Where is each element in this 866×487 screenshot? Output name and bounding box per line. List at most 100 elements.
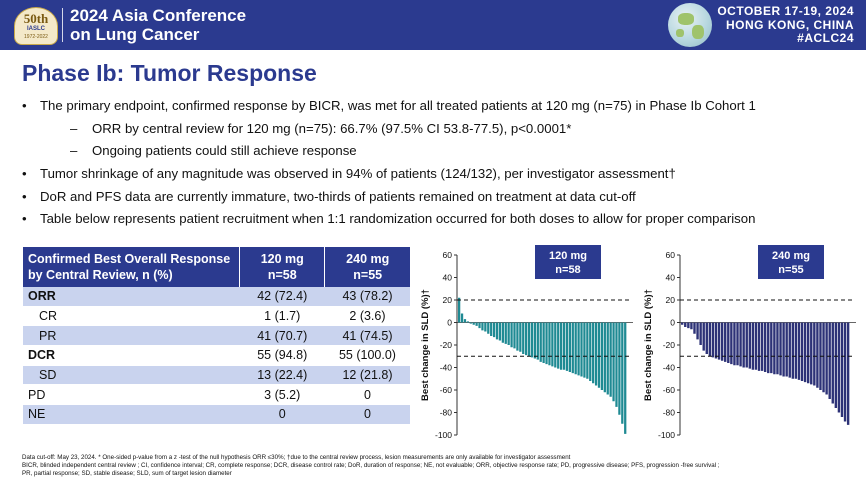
y-tick-label: 20 <box>443 295 453 305</box>
waterfall-bar <box>481 322 484 331</box>
waterfall-bar <box>592 322 595 384</box>
y-tick-label: -60 <box>663 385 676 395</box>
logo-anniversary-text: 50th <box>23 11 49 26</box>
waterfall-bar <box>568 322 571 372</box>
header-text: 120 mg <box>260 252 304 266</box>
waterfall-bar <box>600 322 604 390</box>
table-header-cell: 240 mg n=55 <box>324 247 410 287</box>
waterfall-bar <box>711 322 715 358</box>
y-tick-label: 60 <box>666 250 676 260</box>
cell-120mg: 55 (94.8) <box>239 345 325 366</box>
waterfall-bar <box>831 322 834 404</box>
table-row: SD 13 (22.4) 12 (21.8) <box>23 365 410 386</box>
conference-hashtag: #ACLC24 <box>797 31 854 45</box>
header-text: Confirmed Best Overall Response <box>28 252 231 266</box>
cell-240mg: 0 <box>324 384 410 406</box>
table-header-cell: Confirmed Best Overall Response by Centr… <box>23 247 241 287</box>
bullet-dot-icon: • <box>22 98 27 113</box>
cell-120mg: 41 (70.7) <box>239 325 325 347</box>
waterfall-bar <box>621 322 624 424</box>
waterfall-bar <box>603 322 606 393</box>
waterfall-bar <box>594 322 598 386</box>
waterfall-bar <box>458 297 461 323</box>
waterfall-bar <box>705 322 708 354</box>
waterfall-bar <box>487 322 490 334</box>
y-tick-label: 20 <box>666 295 676 305</box>
conference-date: OCTOBER 17-19, 2024 <box>717 4 854 18</box>
chart-title: 240 mg <box>772 250 810 262</box>
response-table: Confirmed Best Overall Response by Centr… <box>23 247 410 425</box>
table-row: PR 41 (70.7) 41 (74.5) <box>23 325 410 347</box>
y-tick-label: 60 <box>443 250 453 260</box>
y-tick-label: -100 <box>658 430 675 440</box>
y-tick-label: 40 <box>666 273 676 283</box>
waterfall-bar <box>551 322 554 367</box>
waterfall-bar <box>586 322 589 379</box>
bullet-dot-icon: • <box>22 166 27 181</box>
waterfall-bar <box>498 322 502 341</box>
waterfall-bar <box>825 322 828 395</box>
waterfall-bar <box>589 322 592 381</box>
header-text: n=58 <box>267 268 297 282</box>
waterfall-bar <box>800 322 804 381</box>
waterfall-bar <box>782 322 785 377</box>
waterfall-bar <box>522 322 525 354</box>
y-tick-label: -80 <box>440 408 453 418</box>
cell-120mg: 3 (5.2) <box>239 384 325 406</box>
bullet-dot-icon: • <box>22 211 27 226</box>
waterfall-bar <box>702 322 705 351</box>
waterfall-bar <box>495 322 499 340</box>
waterfall-bar <box>530 322 534 358</box>
table-row: CR 1 (1.7) 2 (3.6) <box>23 306 410 327</box>
waterfall-bar <box>542 322 545 363</box>
waterfall-bar <box>730 322 733 365</box>
row-label: CR <box>23 306 240 327</box>
waterfall-bar <box>492 322 496 338</box>
y-tick-label: -80 <box>663 408 676 418</box>
conference-dates-block: OCTOBER 17-19, 2024 HONG KONG, CHINA #AC… <box>704 4 854 46</box>
waterfall-bar <box>580 322 583 377</box>
dash-icon: – <box>70 143 78 158</box>
waterfall-bar <box>813 322 816 386</box>
waterfall-bar <box>559 322 563 370</box>
waterfall-bar <box>472 322 475 325</box>
waterfall-bar <box>466 321 470 323</box>
waterfall-bar <box>565 322 569 371</box>
y-tick-label: -40 <box>663 363 676 373</box>
cell-240mg: 41 (74.5) <box>324 325 410 347</box>
waterfall-bar <box>757 322 761 371</box>
footnotes: Data cut-off: May 23, 2024. * One-sided … <box>22 454 862 478</box>
chart-title: 120 mg <box>549 250 587 262</box>
waterfall-bar <box>533 322 537 359</box>
waterfall-bar <box>510 322 513 348</box>
waterfall-bar <box>577 322 580 376</box>
row-label: ORR <box>23 287 240 307</box>
waterfall-bar <box>727 322 730 363</box>
waterfall-bar <box>475 322 478 326</box>
y-tick-label: 0 <box>447 318 452 328</box>
waterfall-bar <box>714 322 718 359</box>
y-tick-label: -40 <box>440 363 453 373</box>
waterfall-bar <box>571 322 574 374</box>
cell-120mg: 1 (1.7) <box>239 306 325 327</box>
waterfall-bar <box>776 322 779 375</box>
bullet-text: Ongoing patients could still achieve res… <box>92 143 357 158</box>
waterfall-bar <box>554 322 557 368</box>
cell-240mg: 2 (3.6) <box>324 306 410 327</box>
table-header-cell: 120 mg n=58 <box>239 247 326 287</box>
y-tick-label: -20 <box>440 340 453 350</box>
cell-120mg: 42 (72.4) <box>239 287 325 307</box>
waterfall-bar <box>516 322 519 351</box>
waterfall-bar <box>803 322 807 383</box>
table-row: DCR 55 (94.8) 55 (100.0) <box>23 345 410 366</box>
waterfall-bar <box>745 322 748 368</box>
waterfall-bar <box>504 322 507 344</box>
waterfall-bar <box>748 322 751 369</box>
waterfall-bar <box>513 322 516 349</box>
waterfall-bar <box>562 322 566 370</box>
waterfall-bar <box>794 322 798 379</box>
conference-title-line2: on Lung Cancer <box>70 25 200 44</box>
cell-120mg: 13 (22.4) <box>239 365 325 386</box>
globe-land-shape <box>692 25 704 39</box>
waterfall-bar <box>690 322 693 330</box>
